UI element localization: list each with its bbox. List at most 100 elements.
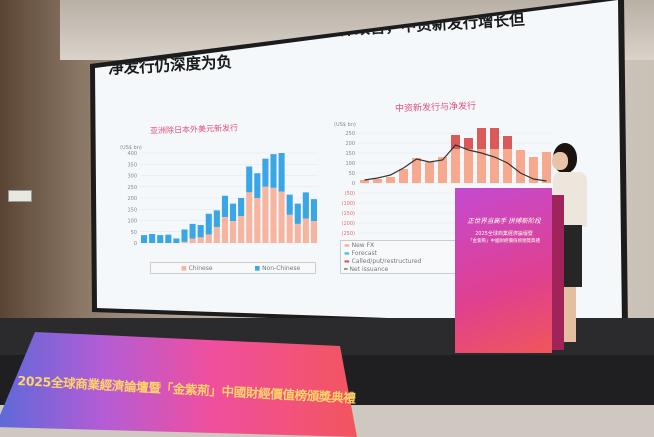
y-tick-label: (100) <box>342 201 355 207</box>
y-tick-label: 150 <box>127 207 137 213</box>
bar-non-chinese <box>246 166 253 193</box>
bar-non-chinese <box>310 199 317 222</box>
bar-non-chinese <box>157 235 164 243</box>
y-tick-label: 50 <box>131 230 137 236</box>
bar-non-chinese <box>165 234 172 243</box>
legend-net-issuance: Net issuance <box>349 266 389 273</box>
y-tick-label: 100 <box>345 161 355 167</box>
bar-new-fx <box>451 135 460 183</box>
legend-forecast: Forecast <box>351 250 377 257</box>
y-tick-label: (250) <box>342 231 355 237</box>
bar-non-chinese <box>189 223 196 239</box>
bar-chinese <box>197 237 204 243</box>
bar-non-chinese <box>302 192 309 219</box>
podium-side <box>552 195 564 350</box>
y-tick-label: 300 <box>127 174 137 180</box>
bar-non-chinese <box>221 195 228 218</box>
bar-non-chinese <box>238 198 245 216</box>
exit-sign <box>8 190 32 202</box>
bar-chinese <box>270 187 277 243</box>
bar-chinese <box>181 241 188 243</box>
bar-new-fx <box>425 162 434 183</box>
bar-non-chinese <box>205 213 212 235</box>
bar-new-fx <box>438 157 447 183</box>
bar-non-chinese <box>294 203 301 224</box>
y-tick-label: 350 <box>127 162 137 168</box>
left-bar-chart: (US$ bn)400 350 300 250 200 150 100 50 0 <box>120 145 318 247</box>
bar-non-chinese <box>270 154 277 188</box>
bar-chinese <box>262 186 269 243</box>
y-tick-label: (200) <box>342 221 355 227</box>
podium-line2: 「金紫荊」中國財經價值榜頒獎典禮 <box>468 239 540 244</box>
y-tick-label: 0 <box>134 241 137 247</box>
bar-new-fx <box>373 179 382 183</box>
right-chart-title: 中资新发行与净发行 <box>394 101 477 115</box>
bar-new-fx <box>516 150 525 183</box>
bar-chinese <box>246 192 253 243</box>
podium: 正世界当高手 拼搏新阶段 2025全球商業經濟論壇暨 「金紫荊」中國財經價值榜頒… <box>455 188 552 353</box>
bar-new-fx <box>399 169 408 183</box>
legend-called: Called/put/restructured <box>351 258 422 265</box>
left-chart-legend: ■ Chinese ■ Non-Chinese <box>150 262 316 274</box>
net-issuance-line <box>364 144 547 182</box>
bar-new-fx <box>386 177 395 183</box>
y-tick-label: 400 <box>127 151 137 157</box>
bar-new-fx <box>503 136 512 183</box>
bar-new-fx <box>477 128 486 183</box>
legend-chinese: Chinese <box>188 265 213 272</box>
bar-chinese <box>302 218 309 243</box>
bar-chinese <box>221 217 228 243</box>
bar-chinese <box>286 214 293 243</box>
bar-non-chinese <box>141 235 148 243</box>
y-tick-label: 200 <box>345 141 355 147</box>
bar-non-chinese <box>149 234 156 243</box>
speaker-face <box>552 152 568 170</box>
event-banner <box>0 332 357 437</box>
bar-called <box>490 128 499 149</box>
y-tick-label: 50 <box>349 171 355 177</box>
bar-called <box>503 136 512 149</box>
y-tick-label: 250 <box>345 131 355 137</box>
bar-called <box>464 138 473 149</box>
y-unit-label: (US$ bn) <box>120 145 142 151</box>
bar-chinese <box>310 221 317 243</box>
bar-called <box>477 128 486 149</box>
legend-new-fx: New FX <box>351 242 375 249</box>
y-tick-label: 200 <box>127 196 137 202</box>
y-tick-label: 150 <box>345 151 355 157</box>
bar-chinese <box>238 216 245 243</box>
speaker-legs <box>562 287 576 342</box>
bar-new-fx <box>490 128 499 183</box>
y-unit-label: (US$ bn) <box>334 122 356 128</box>
bar-chinese <box>189 238 196 243</box>
bar-chinese <box>294 223 301 243</box>
y-tick-label: (150) <box>342 211 355 217</box>
bar-non-chinese <box>254 173 261 198</box>
bar-chinese <box>254 198 261 243</box>
bar-new-fx <box>360 180 369 183</box>
left-chart-title: 亚洲除日本外美元新发行 <box>149 123 239 136</box>
bar-non-chinese <box>213 210 220 228</box>
y-tick-label: 250 <box>127 185 137 191</box>
y-tick-label: 100 <box>127 219 137 225</box>
podium-slogan: 正世界当高手 拼搏新阶段 <box>467 217 541 225</box>
bar-non-chinese <box>286 194 293 215</box>
right-chart-legend: ▬ New FX ▬ Forecast ▬ Called/put/restruc… <box>340 240 460 274</box>
bar-new-fx <box>412 158 421 183</box>
bar-chinese <box>278 191 285 243</box>
bar-chinese <box>213 227 220 243</box>
bar-new-fx <box>542 152 551 183</box>
bar-non-chinese <box>230 203 237 222</box>
podium-line1: 2025全球商業經濟論壇暨 <box>475 231 533 237</box>
bar-chinese <box>205 234 212 243</box>
bar-non-chinese <box>197 225 204 238</box>
legend-non-chinese: Non-Chinese <box>262 265 301 272</box>
bar-chinese <box>230 221 237 243</box>
bar-non-chinese <box>181 229 188 242</box>
bar-non-chinese <box>173 238 180 243</box>
y-tick-label: 0 <box>352 181 355 187</box>
bar-called <box>451 135 460 149</box>
bar-new-fx <box>464 138 473 183</box>
y-tick-label: (50) <box>345 191 355 197</box>
bar-non-chinese <box>262 158 269 187</box>
